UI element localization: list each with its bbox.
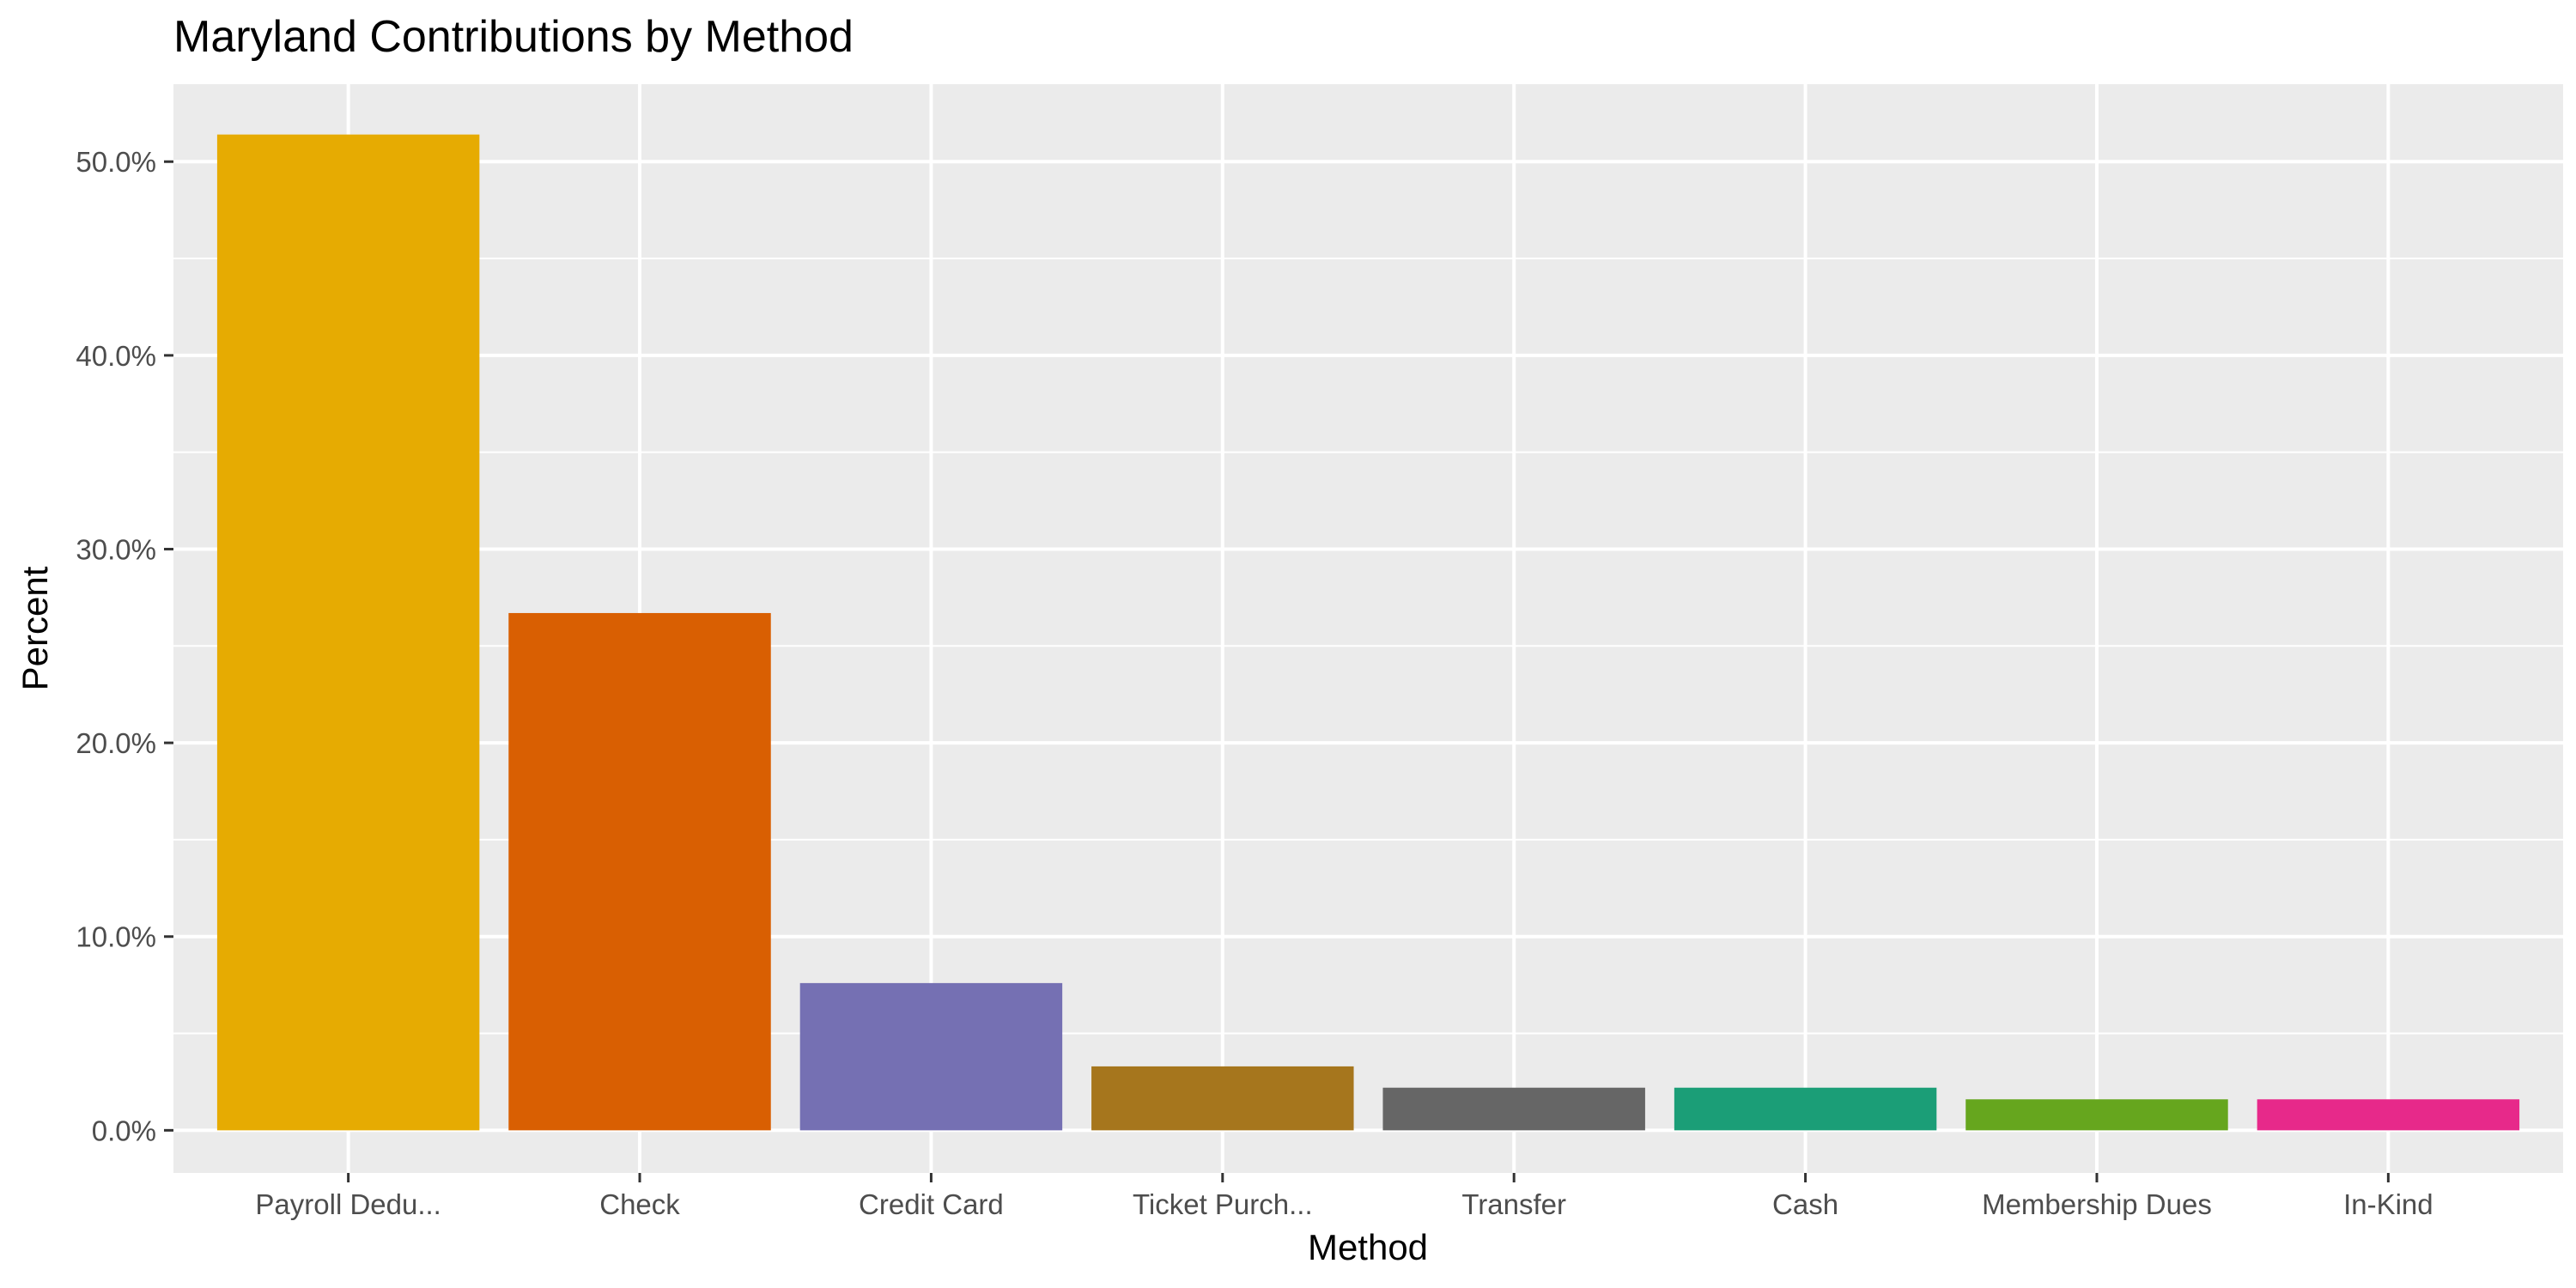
x-tick-label: Payroll Dedu... — [255, 1188, 440, 1220]
bars — [216, 134, 2520, 1131]
bar — [1382, 1087, 1645, 1131]
y-axis: 0.0% 10.0% 20.0% 30.0% 40.0% 50.0% — [76, 146, 173, 1146]
x-tick-label: Credit Card — [859, 1188, 1004, 1220]
x-tick-label: Cash — [1772, 1188, 1838, 1220]
bar — [1674, 1087, 1937, 1131]
bar — [1091, 1066, 1354, 1131]
x-axis: Payroll Dedu... Check Credit Card Ticket Pu… — [255, 1173, 2433, 1220]
y-tick-label: 50.0% — [76, 146, 156, 178]
bar — [216, 134, 480, 1131]
x-tick-label: Ticket Purch... — [1133, 1188, 1313, 1220]
x-tick-label: In-Kind — [2343, 1188, 2433, 1220]
x-tick-label: Membership Dues — [1982, 1188, 2212, 1220]
y-tick-label: 10.0% — [76, 921, 156, 953]
x-tick-label: Check — [599, 1188, 680, 1220]
y-tick-label: 0.0% — [92, 1115, 156, 1146]
y-tick-label: 40.0% — [76, 340, 156, 372]
y-axis-title: Percent — [15, 566, 55, 690]
bar — [2257, 1099, 2520, 1131]
bar — [508, 612, 771, 1131]
x-tick-label: Transfer — [1461, 1188, 1566, 1220]
bar — [799, 982, 1063, 1131]
bar — [1965, 1099, 2228, 1131]
chart-title: Maryland Contributions by Method — [173, 12, 854, 62]
y-tick-label: 20.0% — [76, 727, 156, 759]
x-axis-title: Method — [1308, 1227, 1428, 1267]
y-tick-label: 30.0% — [76, 533, 156, 565]
